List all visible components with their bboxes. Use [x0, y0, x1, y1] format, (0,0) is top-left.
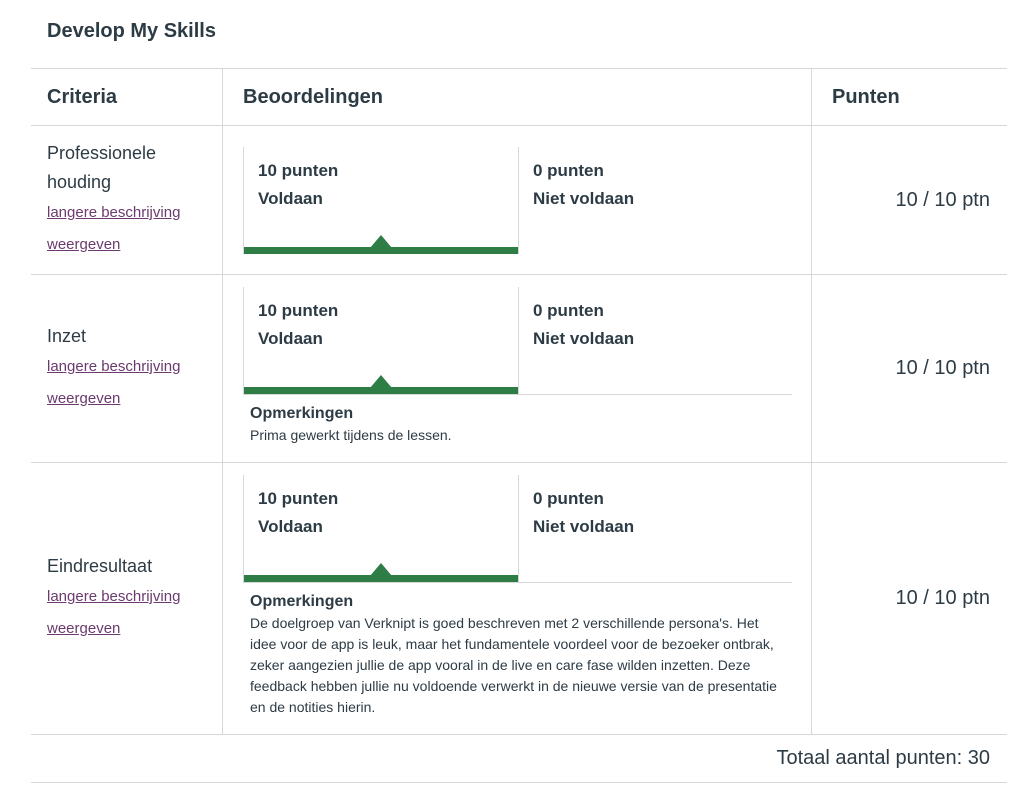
comments-heading: Opmerkingen — [250, 405, 354, 422]
rating-label: Niet voldaan — [533, 188, 635, 208]
rating: 10 punten Voldaan — [243, 146, 518, 254]
criterion-cell: Professionele houding langere beschrijvin… — [31, 126, 223, 274]
header-ratings: Beoordelingen — [223, 69, 812, 125]
points: 10 / 10 ptn — [895, 357, 990, 379]
comments: Opmerkingen De doelgroep van Verknipt is … — [243, 582, 792, 722]
points-cell: 10 / 10 ptn — [812, 126, 1007, 274]
rating-points: 10 punten — [258, 301, 339, 320]
long-description-link[interactable]: langere beschrijving weergeven — [47, 204, 181, 253]
rating-points: 0 punten — [533, 301, 604, 320]
rating: 10 punten Voldaan — [243, 475, 518, 582]
total-points: Totaal aantal punten: 30 — [31, 735, 1007, 783]
selected-marker — [370, 375, 392, 388]
header-points: Punten — [832, 85, 900, 108]
rating: 0 punten Niet voldaan — [518, 146, 793, 254]
ratings: 10 punten Voldaan 0 punten Niet voldaan — [243, 146, 811, 254]
selected-bar — [244, 387, 518, 394]
selected-marker — [370, 563, 392, 576]
rubric-title: Develop My Skills — [47, 20, 216, 42]
criterion-name: Inzet — [47, 326, 87, 346]
comment-text: De doelgroep van Verknipt is goed beschr… — [250, 615, 777, 715]
rating-label: Voldaan — [258, 517, 323, 536]
long-description-link[interactable]: langere beschrijving weergeven — [47, 588, 181, 637]
ratings: 10 punten Voldaan 0 punten Niet voldaan — [243, 287, 811, 394]
selected-bar — [244, 246, 518, 254]
criterion-row: Inzet langere beschrijving weergeven 10 pu… — [31, 275, 1007, 463]
ratings-cell: 10 punten Voldaan 0 punten Niet voldaan Opme… — [223, 275, 812, 462]
rating: 0 punten Niet voldaan — [518, 287, 793, 394]
rubric-table: Criteria Beoordelingen Punten Profession… — [31, 68, 1007, 783]
comments-heading: Opmerkingen — [250, 593, 354, 610]
comment-text: Prima gewerkt tijdens de lessen. — [250, 427, 452, 443]
criterion-cell: Eindresultaat langere beschrijving weerge… — [31, 463, 223, 734]
criterion-cell: Inzet langere beschrijving weergeven — [31, 275, 223, 462]
ratings-cell: 10 punten Voldaan 0 punten Niet voldaan Opme… — [223, 463, 812, 734]
ratings: 10 punten Voldaan 0 punten Niet voldaan — [243, 475, 811, 582]
points-cell: 10 / 10 ptn — [812, 463, 1007, 734]
rating: 10 punten Voldaan — [243, 287, 518, 394]
rating: 0 punten Niet voldaan — [518, 475, 793, 582]
selected-marker — [370, 234, 392, 248]
rating-points: 0 punten — [533, 160, 604, 180]
rating-label: Voldaan — [258, 188, 323, 208]
rating-label: Niet voldaan — [533, 329, 635, 348]
criterion-row: Eindresultaat langere beschrijving weerge… — [31, 463, 1007, 735]
criterion-name: Eindresultaat — [47, 556, 153, 576]
long-description-link[interactable]: langere beschrijving weergeven — [47, 358, 181, 407]
rating-points: 10 punten — [258, 160, 339, 180]
selected-bar — [244, 575, 518, 582]
points: 10 / 10 ptn — [895, 587, 990, 609]
points-cell: 10 / 10 ptn — [812, 275, 1007, 462]
rating-label: Voldaan — [258, 329, 323, 348]
points: 10 / 10 ptn — [895, 188, 990, 211]
ratings-cell: 10 punten Voldaan 0 punten Niet voldaan — [223, 126, 812, 274]
rating-label: Niet voldaan — [533, 517, 635, 536]
rating-points: 0 punten — [533, 489, 604, 508]
header-criteria: Criteria — [31, 69, 223, 125]
header-row: Criteria Beoordelingen Punten — [31, 69, 1007, 126]
rating-points: 10 punten — [258, 489, 339, 508]
comments: Opmerkingen Prima gewerkt tijdens de less… — [243, 394, 792, 450]
criterion-row: Professionele houding langere beschrijvin… — [31, 126, 1007, 275]
criterion-name: Professionele houding — [47, 143, 157, 192]
